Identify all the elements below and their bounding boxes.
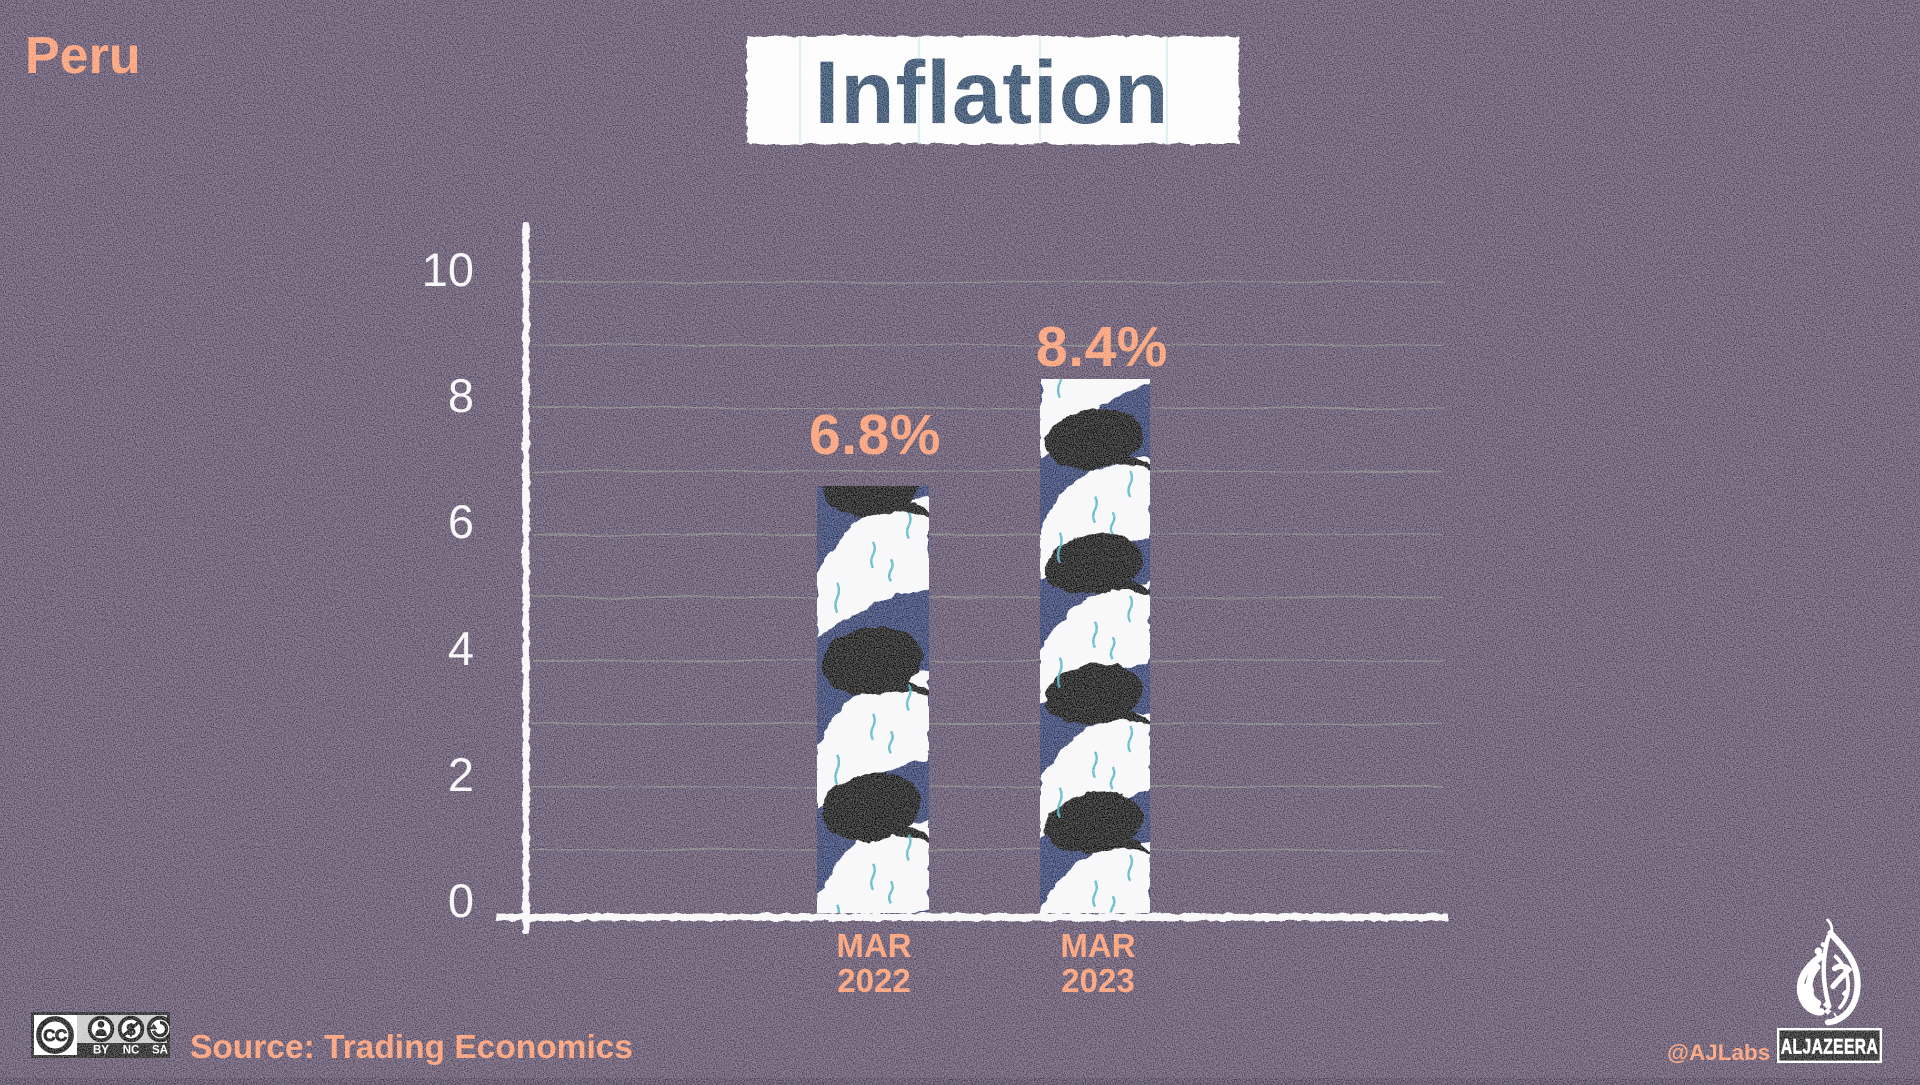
svg-text:ALJAZEERA: ALJAZEERA — [1781, 1034, 1878, 1058]
svg-text:NC: NC — [123, 1045, 140, 1057]
svg-text:CC: CC — [43, 1026, 67, 1045]
svg-text:BY: BY — [93, 1045, 109, 1057]
svg-text:SA: SA — [152, 1045, 168, 1057]
